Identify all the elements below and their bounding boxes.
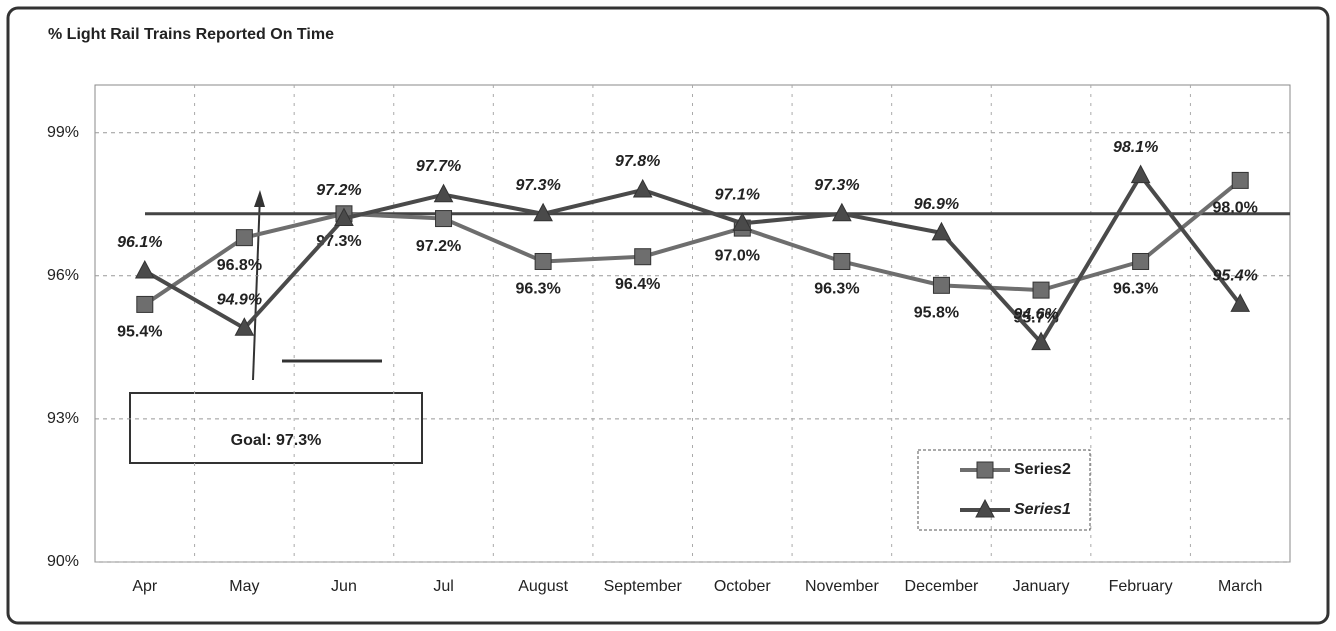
- arrow-head: [254, 190, 265, 207]
- x-tick-label: January: [1013, 578, 1070, 595]
- data-label: 96.3%: [515, 281, 560, 298]
- data-label: 97.7%: [416, 158, 461, 175]
- square-marker: [932, 276, 950, 294]
- triangle-marker: [334, 207, 354, 227]
- x-tick-label: Jun: [331, 578, 357, 595]
- x-tick-label: February: [1109, 578, 1173, 595]
- data-label: 97.1%: [715, 187, 760, 204]
- data-label: 98.0%: [1213, 200, 1258, 217]
- data-label: 97.8%: [615, 153, 660, 170]
- y-tick-label: 93%: [47, 410, 79, 427]
- x-tick-label: Apr: [132, 578, 158, 595]
- square-marker: [235, 229, 253, 247]
- square-marker: [136, 295, 154, 313]
- data-label: 97.3%: [814, 177, 859, 194]
- data-label: 97.2%: [316, 182, 361, 199]
- square-marker: [634, 248, 652, 266]
- chart-frame: [6, 6, 1330, 625]
- data-label: 95.4%: [1213, 268, 1258, 285]
- legend-label: Series2: [1014, 461, 1071, 478]
- x-tick-label: September: [604, 578, 683, 595]
- triangle-marker: [832, 202, 852, 222]
- legend-label: Series1: [1014, 501, 1071, 518]
- series-line: [143, 178, 1242, 307]
- x-tick-label: May: [229, 578, 259, 595]
- y-tick-label: 96%: [47, 267, 79, 284]
- data-label: 96.1%: [117, 234, 162, 251]
- square-marker: [1132, 252, 1150, 270]
- x-tick-label: August: [518, 578, 568, 595]
- goal-box: [129, 392, 423, 464]
- chart-title: % Light Rail Trains Reported On Time: [48, 26, 334, 43]
- triangle-marker: [1031, 331, 1051, 351]
- data-label: 96.4%: [615, 276, 660, 293]
- x-tick-label: March: [1218, 578, 1262, 595]
- legend: [917, 449, 1091, 531]
- data-label: 96.8%: [217, 257, 262, 274]
- data-label: 98.1%: [1113, 139, 1158, 156]
- goal-label: Goal: 97.3%: [231, 432, 322, 449]
- x-tick-label: November: [805, 578, 879, 595]
- series-line: [143, 172, 1242, 346]
- triangle-marker: [732, 212, 753, 231]
- data-label: 95.8%: [914, 305, 959, 322]
- triangle-marker: [234, 317, 255, 336]
- square-marker: [976, 461, 994, 479]
- data-label: 96.3%: [1113, 281, 1158, 298]
- triangle-marker: [632, 178, 653, 198]
- triangle-marker: [1230, 293, 1251, 312]
- data-label: 96.3%: [814, 281, 859, 298]
- square-marker: [833, 252, 851, 270]
- data-label: 97.0%: [715, 247, 760, 264]
- data-label: 96.9%: [914, 196, 959, 213]
- triangle-marker: [975, 498, 995, 518]
- square-marker: [435, 210, 453, 228]
- triangle-marker: [433, 183, 454, 203]
- x-tick-label: October: [714, 578, 772, 595]
- square-marker: [1231, 171, 1249, 189]
- arrow-shaft: [252, 194, 261, 381]
- square-marker: [1032, 281, 1050, 299]
- data-label: 97.2%: [416, 238, 461, 255]
- triangle-marker: [1130, 164, 1151, 184]
- data-label: 95.4%: [117, 324, 162, 341]
- square-marker: [534, 252, 552, 270]
- y-tick-label: 90%: [47, 553, 79, 570]
- data-label: 94.9%: [217, 291, 262, 308]
- x-tick-label: December: [905, 578, 979, 595]
- data-label: 97.3%: [515, 177, 560, 194]
- x-tick-label: Jul: [433, 578, 453, 595]
- triangle-marker: [931, 221, 952, 241]
- y-tick-label: 99%: [47, 124, 79, 141]
- triangle-marker: [134, 259, 155, 279]
- triangle-marker: [533, 202, 553, 222]
- data-label: 94.6%: [1013, 306, 1058, 323]
